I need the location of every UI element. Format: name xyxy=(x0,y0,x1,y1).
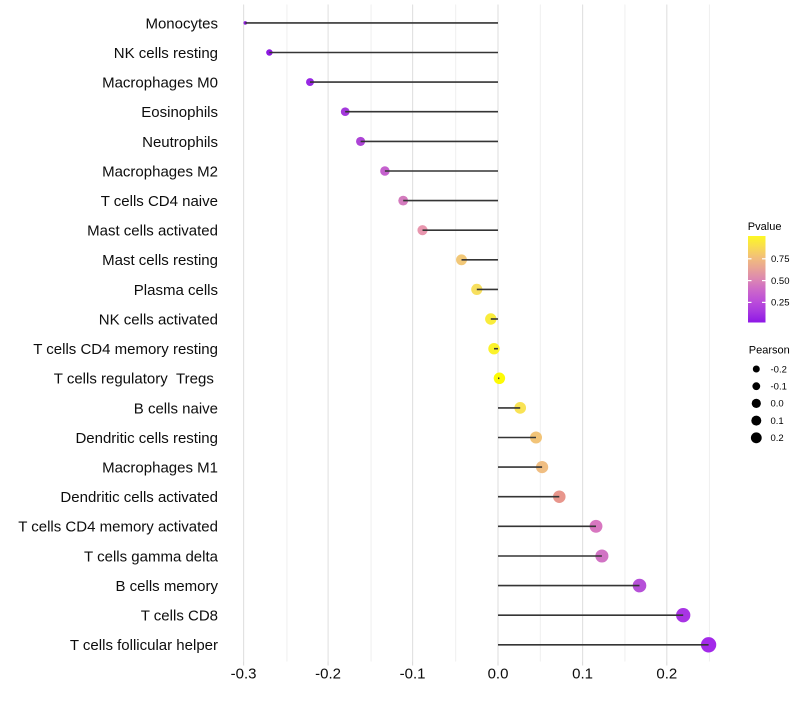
svg-text:NK cells resting: NK cells resting xyxy=(114,45,218,62)
svg-text:T cells follicular helper: T cells follicular helper xyxy=(70,637,218,654)
svg-text:Neutrophils: Neutrophils xyxy=(142,134,218,151)
svg-text:Pearson: Pearson xyxy=(749,345,790,357)
svg-text:Macrophages M2: Macrophages M2 xyxy=(102,163,218,180)
svg-text:Macrophages M0: Macrophages M0 xyxy=(102,75,218,92)
svg-text:T cells CD8: T cells CD8 xyxy=(141,608,218,625)
svg-text:0.1: 0.1 xyxy=(771,416,784,427)
svg-text:0.1: 0.1 xyxy=(572,666,593,683)
svg-text:Mast cells resting: Mast cells resting xyxy=(102,252,218,269)
svg-text:NK cells activated: NK cells activated xyxy=(99,311,218,328)
svg-text:T cells CD4 memory activated: T cells CD4 memory activated xyxy=(18,519,218,536)
svg-text:0.2: 0.2 xyxy=(656,666,677,683)
svg-text:B cells memory: B cells memory xyxy=(115,578,218,595)
svg-text:Dendritic cells resting: Dendritic cells resting xyxy=(75,430,218,447)
svg-text:-0.2: -0.2 xyxy=(771,364,787,375)
svg-text:T cells gamma delta: T cells gamma delta xyxy=(84,548,219,565)
svg-text:T cells regulatory Tregs: T cells regulatory Tregs xyxy=(54,371,218,388)
svg-text:B cells naive: B cells naive xyxy=(134,400,218,417)
svg-text:0.50: 0.50 xyxy=(771,276,790,287)
svg-text:Eosinophils: Eosinophils xyxy=(141,104,218,121)
svg-text:0.75: 0.75 xyxy=(771,254,790,265)
svg-text:0.25: 0.25 xyxy=(771,298,790,309)
svg-text:T cells CD4 memory resting: T cells CD4 memory resting xyxy=(33,341,218,358)
svg-text:-0.3: -0.3 xyxy=(231,666,257,683)
svg-text:Mast cells activated: Mast cells activated xyxy=(87,223,218,240)
svg-text:Plasma cells: Plasma cells xyxy=(134,282,218,299)
svg-text:0.2: 0.2 xyxy=(771,433,784,444)
svg-text:T cells CD4 naive: T cells CD4 naive xyxy=(101,193,218,210)
svg-text:-0.1: -0.1 xyxy=(400,666,426,683)
svg-text:Macrophages M1: Macrophages M1 xyxy=(102,460,218,477)
svg-text:0.0: 0.0 xyxy=(771,399,784,410)
svg-text:-0.1: -0.1 xyxy=(771,382,787,393)
svg-text:Dendritic cells activated: Dendritic cells activated xyxy=(60,489,218,506)
svg-text:0.0: 0.0 xyxy=(488,666,509,683)
svg-text:Pvalue: Pvalue xyxy=(748,221,782,233)
svg-text:Monocytes: Monocytes xyxy=(145,15,218,32)
svg-text:-0.2: -0.2 xyxy=(315,666,341,683)
